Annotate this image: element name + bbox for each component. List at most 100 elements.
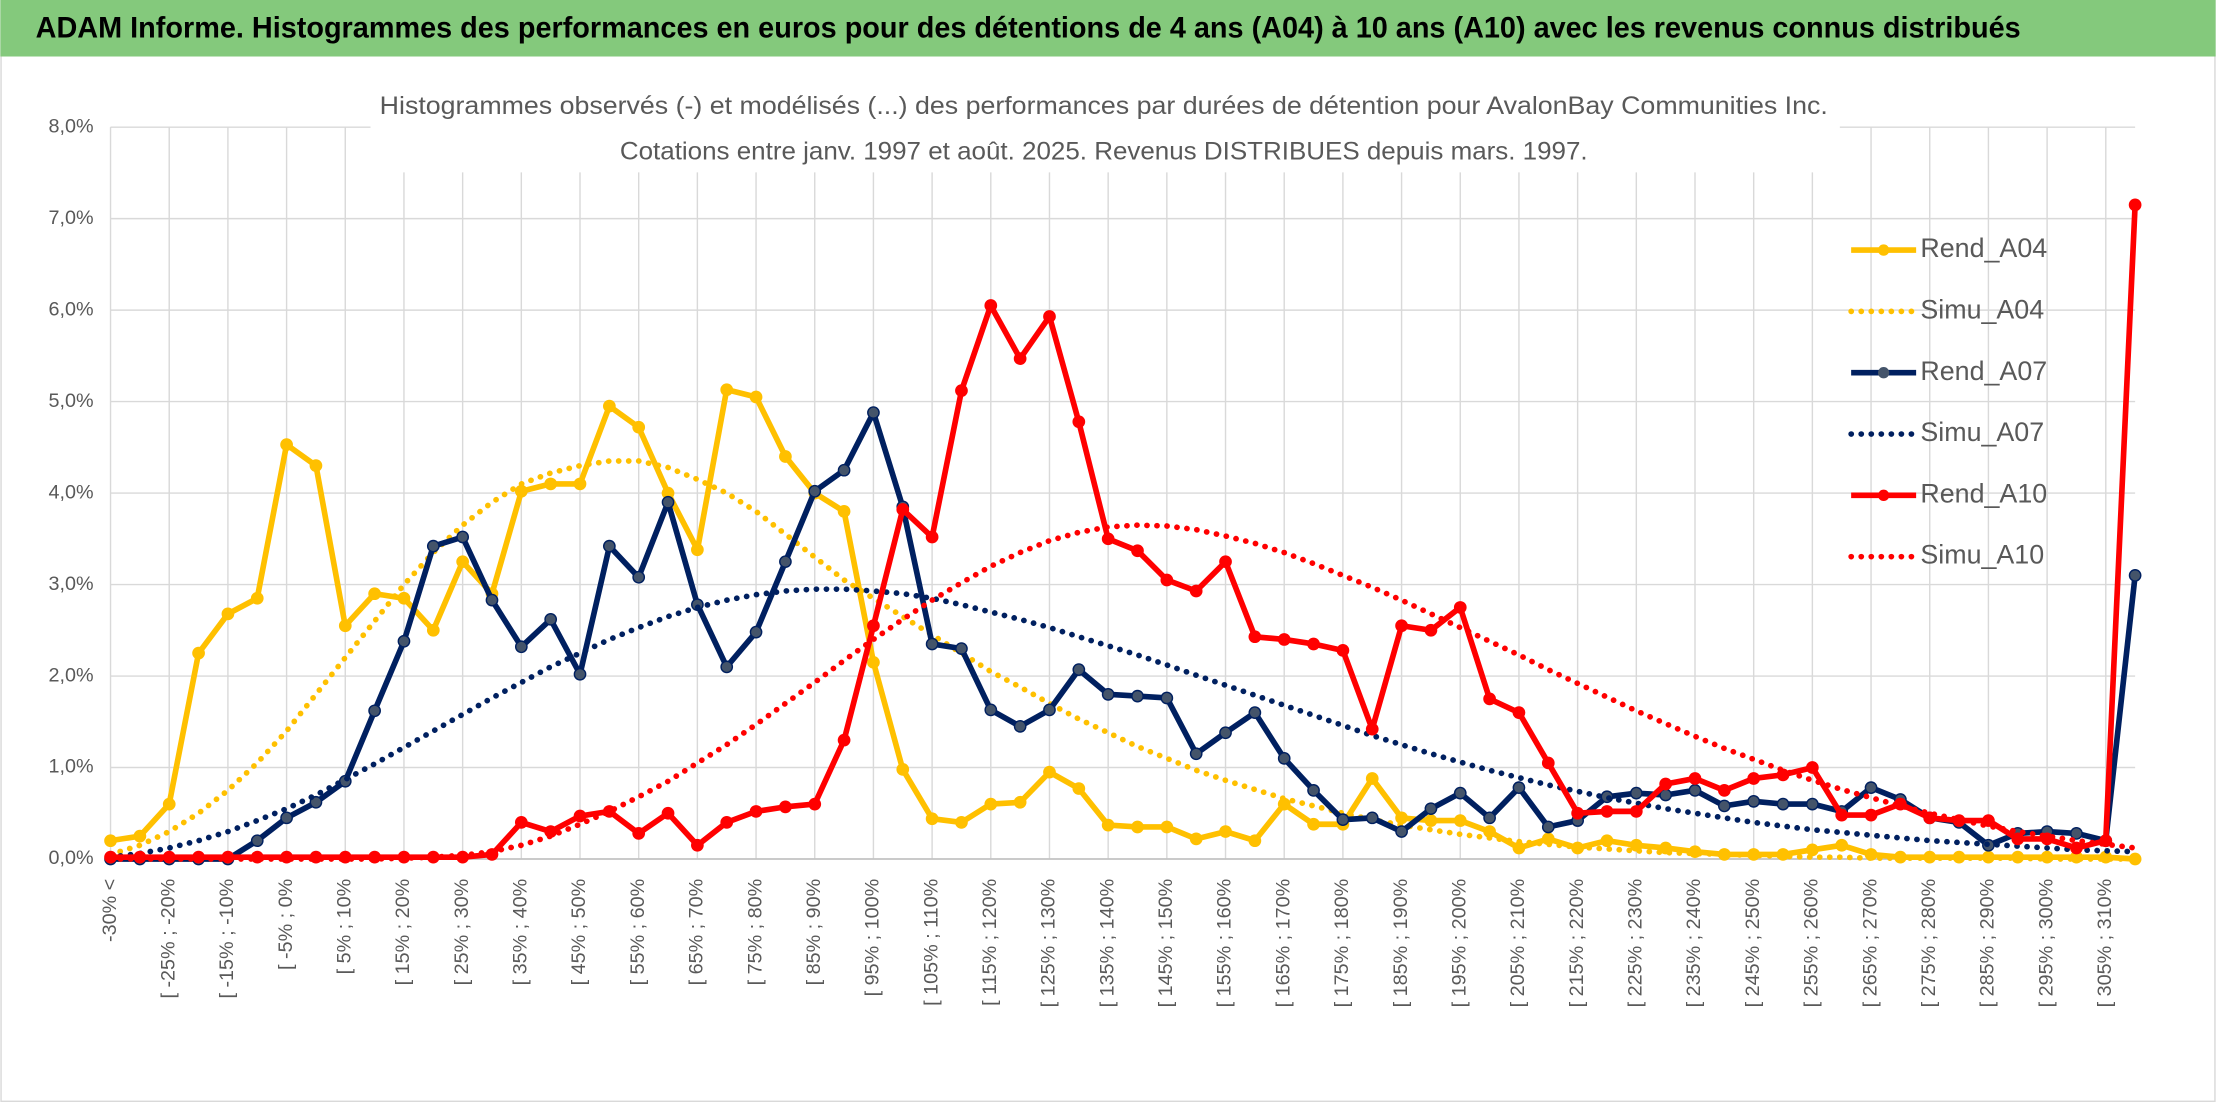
- x-tick-label: [ 105% ; 110%: [920, 879, 942, 1006]
- y-tick-label: 5,0%: [49, 390, 94, 412]
- marker: [896, 503, 910, 516]
- marker: [867, 406, 880, 419]
- chart-subtitle: Cotations entre janv. 1997 et août. 2025…: [620, 137, 1588, 165]
- marker: [1131, 544, 1144, 558]
- marker: [1013, 352, 1027, 365]
- x-tick-label: [ 235% ; 240%: [1683, 879, 1705, 1008]
- marker: [1600, 834, 1614, 848]
- marker: [867, 655, 880, 669]
- legend-label: Rend_A04: [1920, 233, 2047, 263]
- marker: [1688, 784, 1702, 797]
- x-tick-label: [ 225% ; 230%: [1625, 879, 1647, 1008]
- x-tick-label: [ 15% ; 20%: [392, 879, 414, 986]
- marker: [1717, 784, 1731, 797]
- marker: [896, 762, 910, 776]
- marker: [749, 625, 763, 639]
- x-tick-label: [ 265% ; 270%: [1859, 879, 1881, 1008]
- marker: [1307, 637, 1320, 651]
- marker: [1453, 814, 1467, 827]
- marker: [1365, 772, 1379, 785]
- marker: [280, 811, 293, 825]
- marker: [691, 543, 704, 557]
- marker: [867, 619, 880, 633]
- marker: [1424, 623, 1438, 637]
- marker: [2011, 832, 2025, 846]
- x-tick-label: [ 65% ; 70%: [686, 879, 708, 986]
- marker: [338, 619, 352, 633]
- marker: [720, 383, 734, 397]
- x-tick-label: [ 245% ; 250%: [1742, 879, 1764, 1008]
- x-tick-label: [ 135% ; 140%: [1096, 879, 1118, 1008]
- x-tick-label: [ 35% ; 40%: [510, 879, 532, 986]
- marker: [1806, 761, 1819, 774]
- marker: [1072, 415, 1086, 429]
- marker: [984, 299, 998, 312]
- y-tick-label: 1,0%: [49, 756, 94, 778]
- series-line: [110, 386, 2136, 862]
- marker: [544, 477, 558, 491]
- x-tick-label: [ 155% ; 160%: [1214, 879, 1236, 1008]
- marker: [1717, 799, 1731, 813]
- marker: [1043, 765, 1056, 779]
- legend-label: Rend_A07: [1920, 356, 2047, 386]
- marker: [1248, 706, 1262, 719]
- marker: [192, 646, 205, 660]
- y-tick-label: 7,0%: [49, 207, 94, 229]
- marker: [691, 838, 704, 852]
- marker: [925, 812, 939, 826]
- y-tick-label: 6,0%: [49, 298, 94, 320]
- legend-marker: [1877, 489, 1890, 501]
- marker: [1189, 747, 1203, 761]
- marker: [779, 450, 792, 463]
- marker: [1101, 818, 1115, 832]
- legend-label: Simu_A10: [1920, 540, 2044, 570]
- marker: [514, 640, 528, 654]
- marker: [661, 495, 675, 509]
- x-tick-label: [ 305% ; 310%: [2094, 879, 2116, 1008]
- marker: [250, 591, 264, 605]
- marker: [1131, 689, 1144, 703]
- marker: [632, 827, 646, 840]
- marker: [808, 484, 822, 498]
- marker: [1483, 811, 1496, 825]
- plot: [104, 198, 2142, 866]
- marker: [1160, 820, 1174, 834]
- marker: [514, 816, 528, 829]
- x-tick-label: [ 85% ; 90%: [803, 879, 825, 986]
- x-tick-label: [ 45% ; 50%: [568, 879, 590, 986]
- series-line: [110, 204, 2138, 860]
- marker: [1307, 784, 1320, 797]
- marker: [1835, 838, 1849, 852]
- marker: [1483, 692, 1496, 706]
- marker: [1835, 808, 1849, 822]
- marker: [1541, 756, 1555, 770]
- y-tick-label: 2,0%: [49, 664, 94, 686]
- x-tick-label: [ 255% ; 260%: [1801, 879, 1823, 1008]
- y-tick-label: 3,0%: [49, 573, 94, 595]
- marker: [808, 797, 822, 811]
- marker: [2128, 569, 2142, 582]
- marker: [1131, 820, 1144, 834]
- marker: [426, 623, 440, 637]
- marker: [1013, 719, 1027, 733]
- marker: [1160, 573, 1174, 587]
- marker: [837, 505, 851, 518]
- x-tick-label: [ -15% ; -10%: [216, 879, 238, 999]
- marker: [1043, 310, 1056, 323]
- x-tick-label: [ 125% ; 130%: [1038, 879, 1060, 1008]
- x-tick-label: [ 165% ; 170%: [1272, 879, 1294, 1008]
- marker: [837, 463, 851, 477]
- marker: [837, 733, 851, 747]
- marker: [1747, 772, 1761, 785]
- y-tick-label: 8,0%: [49, 115, 94, 137]
- marker: [1864, 808, 1878, 822]
- x-tick-label: [ 195% ; 200%: [1448, 879, 1470, 1008]
- header-bar: [0, 0, 2216, 57]
- marker: [1659, 777, 1673, 791]
- marker: [1395, 825, 1408, 838]
- marker: [309, 459, 323, 472]
- x-tick-label: [ 215% ; 220%: [1566, 879, 1588, 1008]
- marker: [1336, 644, 1350, 657]
- marker: [368, 704, 381, 718]
- marker: [368, 587, 381, 601]
